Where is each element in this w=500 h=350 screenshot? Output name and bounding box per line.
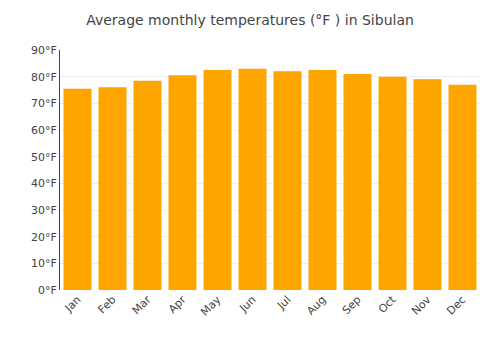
svg-text:90°F: 90°F <box>31 44 57 57</box>
svg-text:50°F: 50°F <box>31 151 57 164</box>
svg-text:0°F: 0°F <box>38 284 57 297</box>
svg-text:Jul: Jul <box>274 293 293 312</box>
svg-text:Jun: Jun <box>236 293 258 315</box>
svg-text:Apr: Apr <box>166 293 189 316</box>
svg-text:70°F: 70°F <box>31 97 57 110</box>
svg-text:Jan: Jan <box>62 293 84 315</box>
svg-text:Dec: Dec <box>444 293 468 317</box>
svg-text:40°F: 40°F <box>31 177 57 190</box>
svg-text:Aug: Aug <box>304 293 328 317</box>
svg-text:Sep: Sep <box>340 293 364 317</box>
svg-text:20°F: 20°F <box>31 231 57 244</box>
svg-text:80°F: 80°F <box>31 71 57 84</box>
svg-text:Mar: Mar <box>130 293 154 317</box>
svg-text:60°F: 60°F <box>31 124 57 137</box>
svg-text:10°F: 10°F <box>31 257 57 270</box>
svg-text:Nov: Nov <box>409 293 434 318</box>
svg-text:May: May <box>198 293 224 319</box>
svg-text:30°F: 30°F <box>31 204 57 217</box>
svg-text:Oct: Oct <box>376 293 399 316</box>
svg-text:Average monthly temperatures (: Average monthly temperatures (°F ) in Si… <box>86 12 414 28</box>
svg-text:Feb: Feb <box>96 293 119 316</box>
